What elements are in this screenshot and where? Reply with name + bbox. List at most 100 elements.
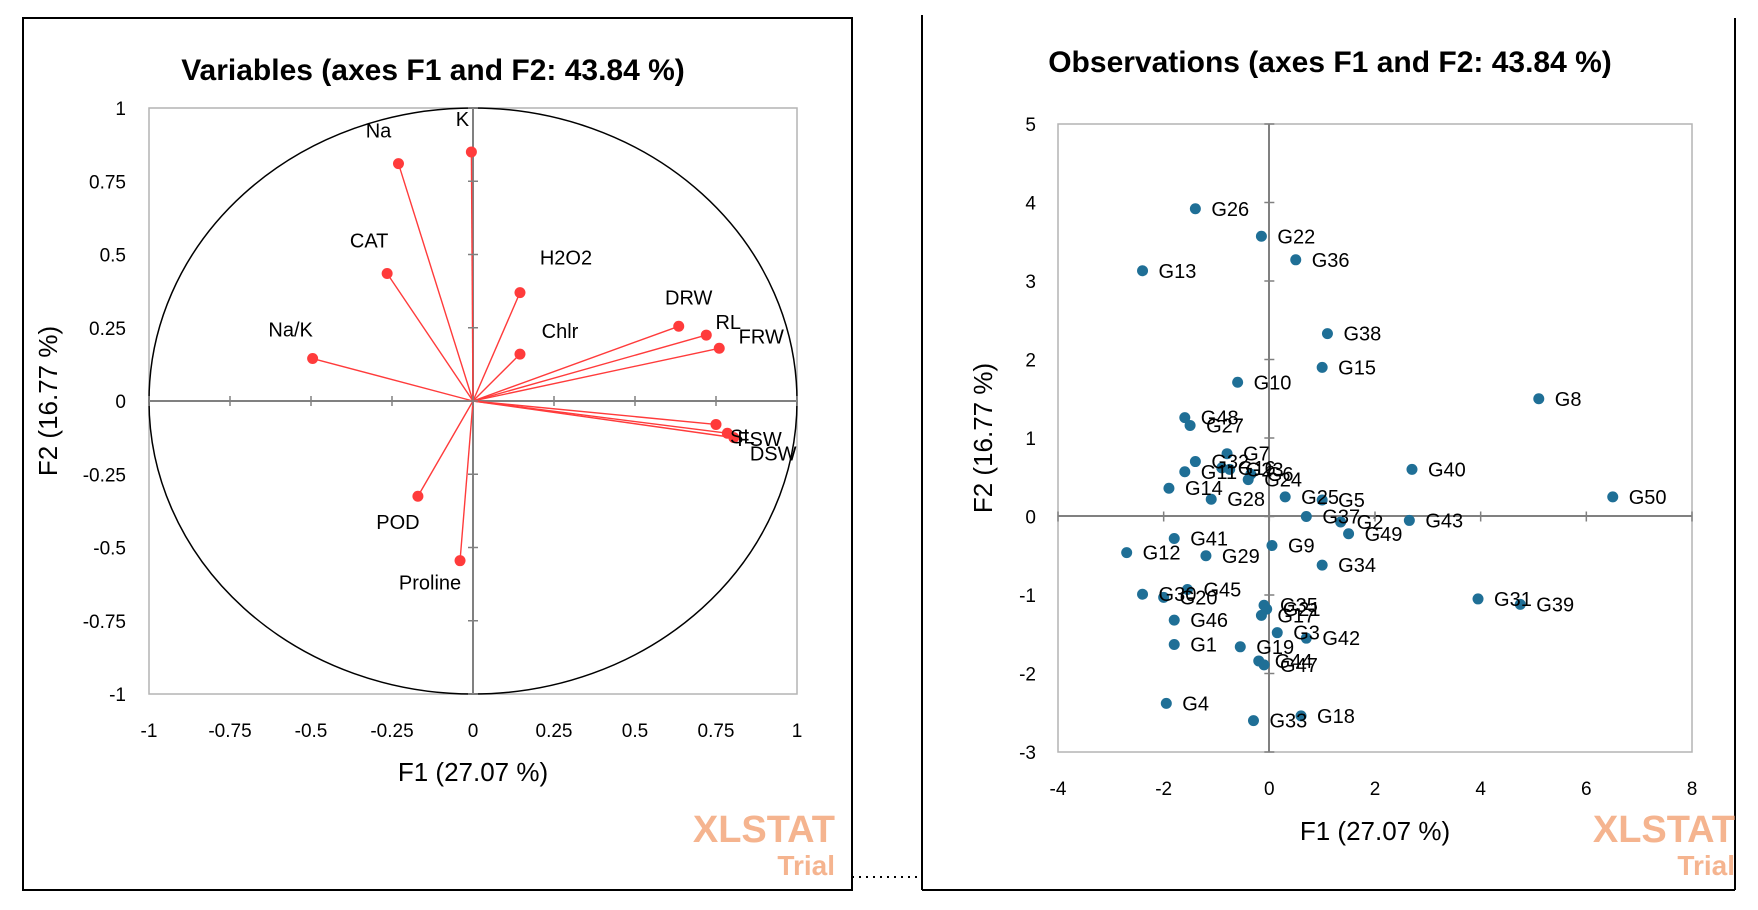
- observation-point-g29: [1200, 550, 1212, 562]
- observation-label-g46: G46: [1190, 610, 1228, 632]
- observation-label-g7: G7: [1243, 444, 1270, 466]
- variables-y-axis-label: F2 (16.77 %): [33, 326, 63, 476]
- observation-label-g20: G20: [1180, 587, 1218, 609]
- observation-label-g5: G5: [1338, 490, 1365, 512]
- observation-point-g40: [1406, 463, 1418, 475]
- observation-point-g30: [1137, 588, 1149, 600]
- observation-point-g47: [1258, 659, 1270, 671]
- variable-label-na: Na: [366, 121, 392, 143]
- observation-label-g31: G31: [1494, 589, 1532, 611]
- observation-point-g9: [1266, 540, 1278, 552]
- y-tick-label: 4: [1025, 194, 1036, 215]
- observation-point-g19: [1234, 641, 1246, 653]
- watermark-xlstat-left: XLSTAT: [693, 809, 835, 851]
- variable-label-drw: DRW: [665, 287, 713, 309]
- x-tick-label: 0.75: [698, 721, 735, 742]
- observations-x-tick-labels: -4 -2 0 2 4 6 8: [1050, 511, 1697, 800]
- observation-label-g21: G21: [1283, 599, 1321, 621]
- observation-point-g34: [1316, 559, 1328, 571]
- observation-label-g34: G34: [1338, 555, 1376, 577]
- vector-sl: [472, 400, 717, 426]
- y-tick-label: -0.5: [93, 539, 126, 560]
- observation-label-g26: G26: [1211, 199, 1249, 221]
- observation-point-g45: [1181, 584, 1193, 596]
- variable-point-sl: [710, 418, 722, 430]
- vector-na: [397, 163, 474, 402]
- variable-label-cat: CAT: [350, 231, 389, 253]
- variables-chart-title: Variables (axes F1 and F2: 43.84 %): [181, 54, 685, 87]
- observation-label-g30: G30: [1159, 584, 1197, 606]
- observations-plot-frame: [1057, 123, 1693, 753]
- observation-point-g17: [1255, 609, 1267, 621]
- variable-point-proline: [454, 555, 466, 567]
- variable-point-dsw: [728, 432, 740, 444]
- vector-k: [470, 151, 474, 402]
- vector-cat: [386, 273, 474, 402]
- variable-point-cat: [381, 268, 393, 280]
- observation-label-g38: G38: [1343, 324, 1381, 346]
- observation-label-g13: G13: [1159, 261, 1197, 283]
- x-tick-label: -1: [141, 721, 158, 742]
- vector-rl: [472, 334, 707, 402]
- observation-label-g19: G19: [1256, 637, 1294, 659]
- variable-point-k: [465, 146, 477, 158]
- variable-point-pod: [412, 490, 424, 502]
- observation-point-g27: [1184, 419, 1196, 431]
- variable-label-h2o2: H2O2: [540, 248, 592, 270]
- observation-point-g15: [1316, 361, 1328, 373]
- variable-label-chlr: Chlr: [542, 321, 579, 343]
- x-tick-label: 1: [792, 721, 803, 742]
- variable-point-chlr: [514, 348, 526, 360]
- observation-point-g25: [1279, 491, 1291, 503]
- observation-label-g22: G22: [1277, 226, 1315, 248]
- observation-points: [1121, 203, 1619, 727]
- vector-h2o2: [472, 292, 521, 402]
- observation-label-g43: G43: [1425, 510, 1463, 532]
- x-tick-label: 4: [1475, 779, 1486, 800]
- observation-label-g16: G16: [1238, 458, 1276, 480]
- observation-point-g14: [1163, 482, 1175, 494]
- observation-point-g4: [1160, 697, 1172, 709]
- y-tick-label: 5: [1025, 115, 1036, 136]
- y-tick-label: 0.25: [89, 319, 126, 340]
- observation-point-g33: [1247, 715, 1259, 727]
- observation-point-g37: [1300, 511, 1312, 522]
- y-tick-label: 1: [1025, 429, 1036, 450]
- variable-label-na-k: Na/K: [268, 320, 313, 342]
- observation-label-g25: G25: [1301, 487, 1339, 509]
- observation-label-g28: G28: [1227, 489, 1265, 511]
- variable-label-fsw: FSW: [737, 429, 782, 451]
- observation-label-g33: G33: [1269, 711, 1307, 733]
- left-panel-frame: [22, 17, 853, 891]
- observation-point-g38: [1321, 328, 1333, 340]
- observation-label-g23: G23: [1246, 459, 1284, 481]
- observation-label-g12: G12: [1143, 543, 1181, 565]
- variable-label-k: K: [456, 109, 470, 131]
- observation-label-g4: G4: [1182, 693, 1209, 715]
- vector-frw: [472, 347, 720, 402]
- observation-point-g49: [1343, 528, 1355, 540]
- observations-chart: Observations (axes F1 and F2: 43.84 %) G…: [968, 46, 1735, 881]
- observation-label-g3: G3: [1293, 623, 1320, 645]
- vector-drw: [472, 325, 679, 402]
- x-tick-label: 6: [1581, 779, 1592, 800]
- vector-proline: [459, 400, 474, 561]
- observation-point-g8: [1533, 393, 1545, 405]
- observation-label-g10: G10: [1254, 372, 1292, 394]
- y-tick-label: 1: [115, 99, 126, 120]
- observations-y-axis-label: F2 (16.77 %): [968, 363, 998, 513]
- watermark-xlstat-right: XLSTAT: [1593, 809, 1735, 851]
- x-tick-label: 2: [1370, 779, 1381, 800]
- observation-point-g2: [1335, 516, 1347, 528]
- variable-label-pod: POD: [376, 512, 419, 534]
- variable-label-rl: RL: [715, 312, 741, 334]
- vector-pod: [417, 400, 474, 497]
- observation-label-g27: G27: [1206, 415, 1244, 437]
- observation-point-g41: [1168, 532, 1180, 544]
- y-tick-label: 3: [1025, 272, 1036, 293]
- variable-label-sl: SL: [730, 426, 754, 448]
- y-tick-label: -3: [1019, 743, 1036, 764]
- observation-point-g23: [1224, 463, 1236, 475]
- y-tick-label: -1: [1019, 586, 1036, 607]
- observation-label-g48: G48: [1201, 408, 1239, 430]
